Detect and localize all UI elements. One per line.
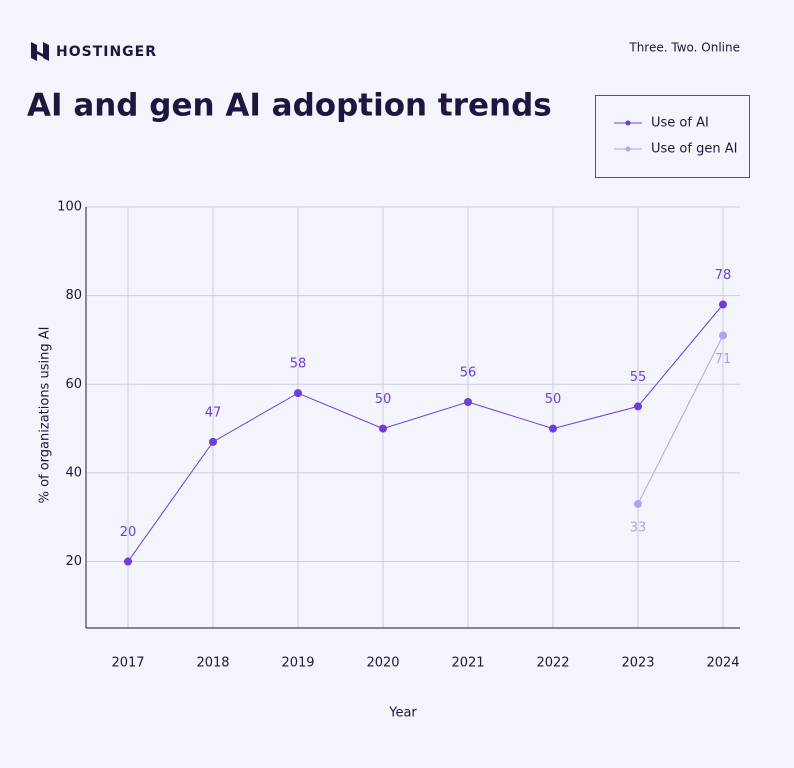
series-line	[127, 304, 724, 562]
data-label: 47	[205, 405, 222, 420]
x-tick-label: 2024	[706, 656, 739, 671]
data-label: 50	[545, 392, 562, 407]
y-tick-label: 80	[65, 288, 82, 303]
data-point	[379, 424, 387, 433]
x-tick-label: 2022	[536, 656, 569, 671]
y-tick-label: 40	[65, 465, 82, 480]
legend-marker	[625, 120, 631, 126]
tagline: Three. Two. Online	[628, 41, 740, 55]
data-label: 33	[630, 520, 647, 535]
chart-title: AI and gen AI adoption trends	[27, 88, 552, 124]
data-point	[719, 331, 727, 340]
data-label: 71	[715, 352, 732, 367]
data-label: 58	[290, 357, 307, 372]
data-label: 56	[460, 365, 477, 380]
x-tick-label: 2020	[366, 656, 399, 671]
x-tick-label: 2019	[281, 656, 314, 671]
y-axis-label: % of organizations using AI	[38, 327, 53, 504]
legend-box	[595, 95, 750, 178]
data-point	[209, 437, 217, 446]
logo-icon	[31, 42, 49, 61]
data-label: 20	[120, 525, 137, 540]
data-label: 78	[715, 268, 732, 283]
x-tick-label: 2017	[111, 656, 144, 671]
x-tick-label: 2018	[196, 656, 229, 671]
legend-marker	[625, 146, 631, 152]
data-point	[464, 397, 472, 406]
data-point	[549, 424, 557, 433]
brand: HOSTINGER	[56, 44, 157, 60]
x-axis-label: Year	[388, 706, 417, 721]
x-tick-label: 2021	[451, 656, 484, 671]
x-tick-label: 2023	[621, 656, 654, 671]
y-tick-label: 60	[65, 377, 82, 392]
legend-label: Use of gen AI	[651, 142, 737, 157]
series-line	[637, 335, 724, 505]
data-point	[634, 499, 642, 508]
data-label: 55	[630, 370, 647, 385]
data-point	[634, 402, 642, 411]
y-tick-label: 20	[65, 554, 82, 569]
y-tick-label: 100	[57, 200, 82, 215]
data-point	[294, 389, 302, 398]
data-point	[124, 557, 132, 566]
data-point	[719, 300, 727, 309]
legend-label: Use of AI	[651, 116, 709, 131]
data-label: 50	[375, 392, 392, 407]
